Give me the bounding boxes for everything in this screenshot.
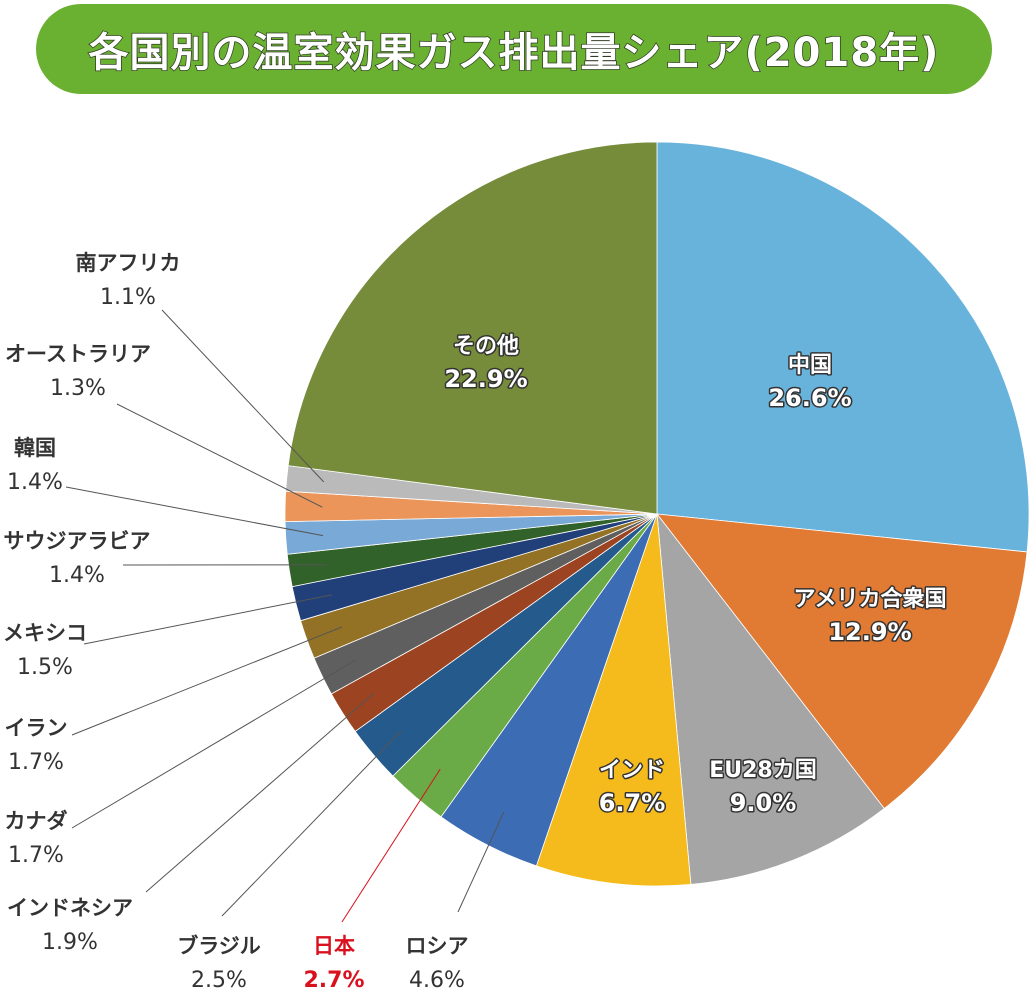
slice-name-label: メキシコ [3, 621, 87, 645]
slice-name-label: 日本 [313, 934, 355, 958]
slice-percent-label: 2.5% [191, 968, 247, 991]
slice-name-label: アメリカ合衆国 [794, 586, 947, 612]
slice-name-label: その他 [453, 334, 519, 359]
slice-name-label: 韓国 [14, 436, 56, 460]
slice-percent-label: 22.9% [444, 365, 527, 393]
leader-line [71, 626, 343, 736]
slice-name-label: インドネシア [7, 896, 133, 920]
slice-percent-label: 1.5% [17, 655, 73, 680]
pie-slice [656, 141, 1030, 553]
leader-line [116, 403, 323, 508]
leader-line [341, 768, 441, 923]
slice-name-label: カナダ [5, 809, 68, 833]
slice-percent-label: 1.3% [50, 376, 106, 401]
leader-line [83, 594, 333, 645]
slice-percent-label: 1.1% [100, 285, 156, 310]
pie-slice [535, 513, 692, 887]
leader-line [71, 659, 356, 829]
slice-name-label: ブラジル [177, 934, 261, 958]
slice-name-label: サウジアラビア [4, 529, 151, 553]
slice-name-label: 南アフリカ [76, 251, 181, 275]
slice-percent-label: 4.6% [409, 968, 465, 991]
slice-percent-label: 6.7% [599, 789, 666, 817]
leader-line [457, 811, 505, 913]
leader-line [221, 730, 402, 917]
leader-line [65, 486, 323, 537]
slice-percent-label: 12.9% [828, 618, 911, 646]
chart-title: 各国別の温室効果ガス排出量シェア(2018年) [88, 29, 940, 77]
slice-percent-label: 1.4% [7, 470, 63, 495]
leader-line [145, 692, 375, 893]
slice-percent-label: 1.4% [49, 563, 105, 588]
pie-slice [656, 512, 885, 885]
slice-name-label: インド [599, 758, 665, 783]
pie-slice [656, 513, 1028, 810]
title-banner: 各国別の温室効果ガス排出量シェア(2018年) [36, 4, 992, 94]
slice-percent-label: 26.6% [768, 384, 851, 412]
slice-percent-label: 2.7% [303, 968, 364, 991]
leader-line [161, 309, 325, 483]
slice-name-label: イラン [5, 716, 68, 740]
slice-percent-label: 9.0% [730, 789, 797, 817]
slice-name-label: ロシア [406, 934, 469, 958]
slice-percent-label: 1.7% [8, 843, 64, 868]
slice-percent-label: 1.9% [42, 930, 98, 955]
slice-name-label: オーストラリア [5, 342, 151, 366]
slice-percent-label: 1.7% [8, 750, 64, 775]
slice-name-label: 中国 [788, 353, 832, 378]
pie-slice [287, 141, 658, 515]
slice-name-label: EU28カ国 [709, 758, 817, 783]
